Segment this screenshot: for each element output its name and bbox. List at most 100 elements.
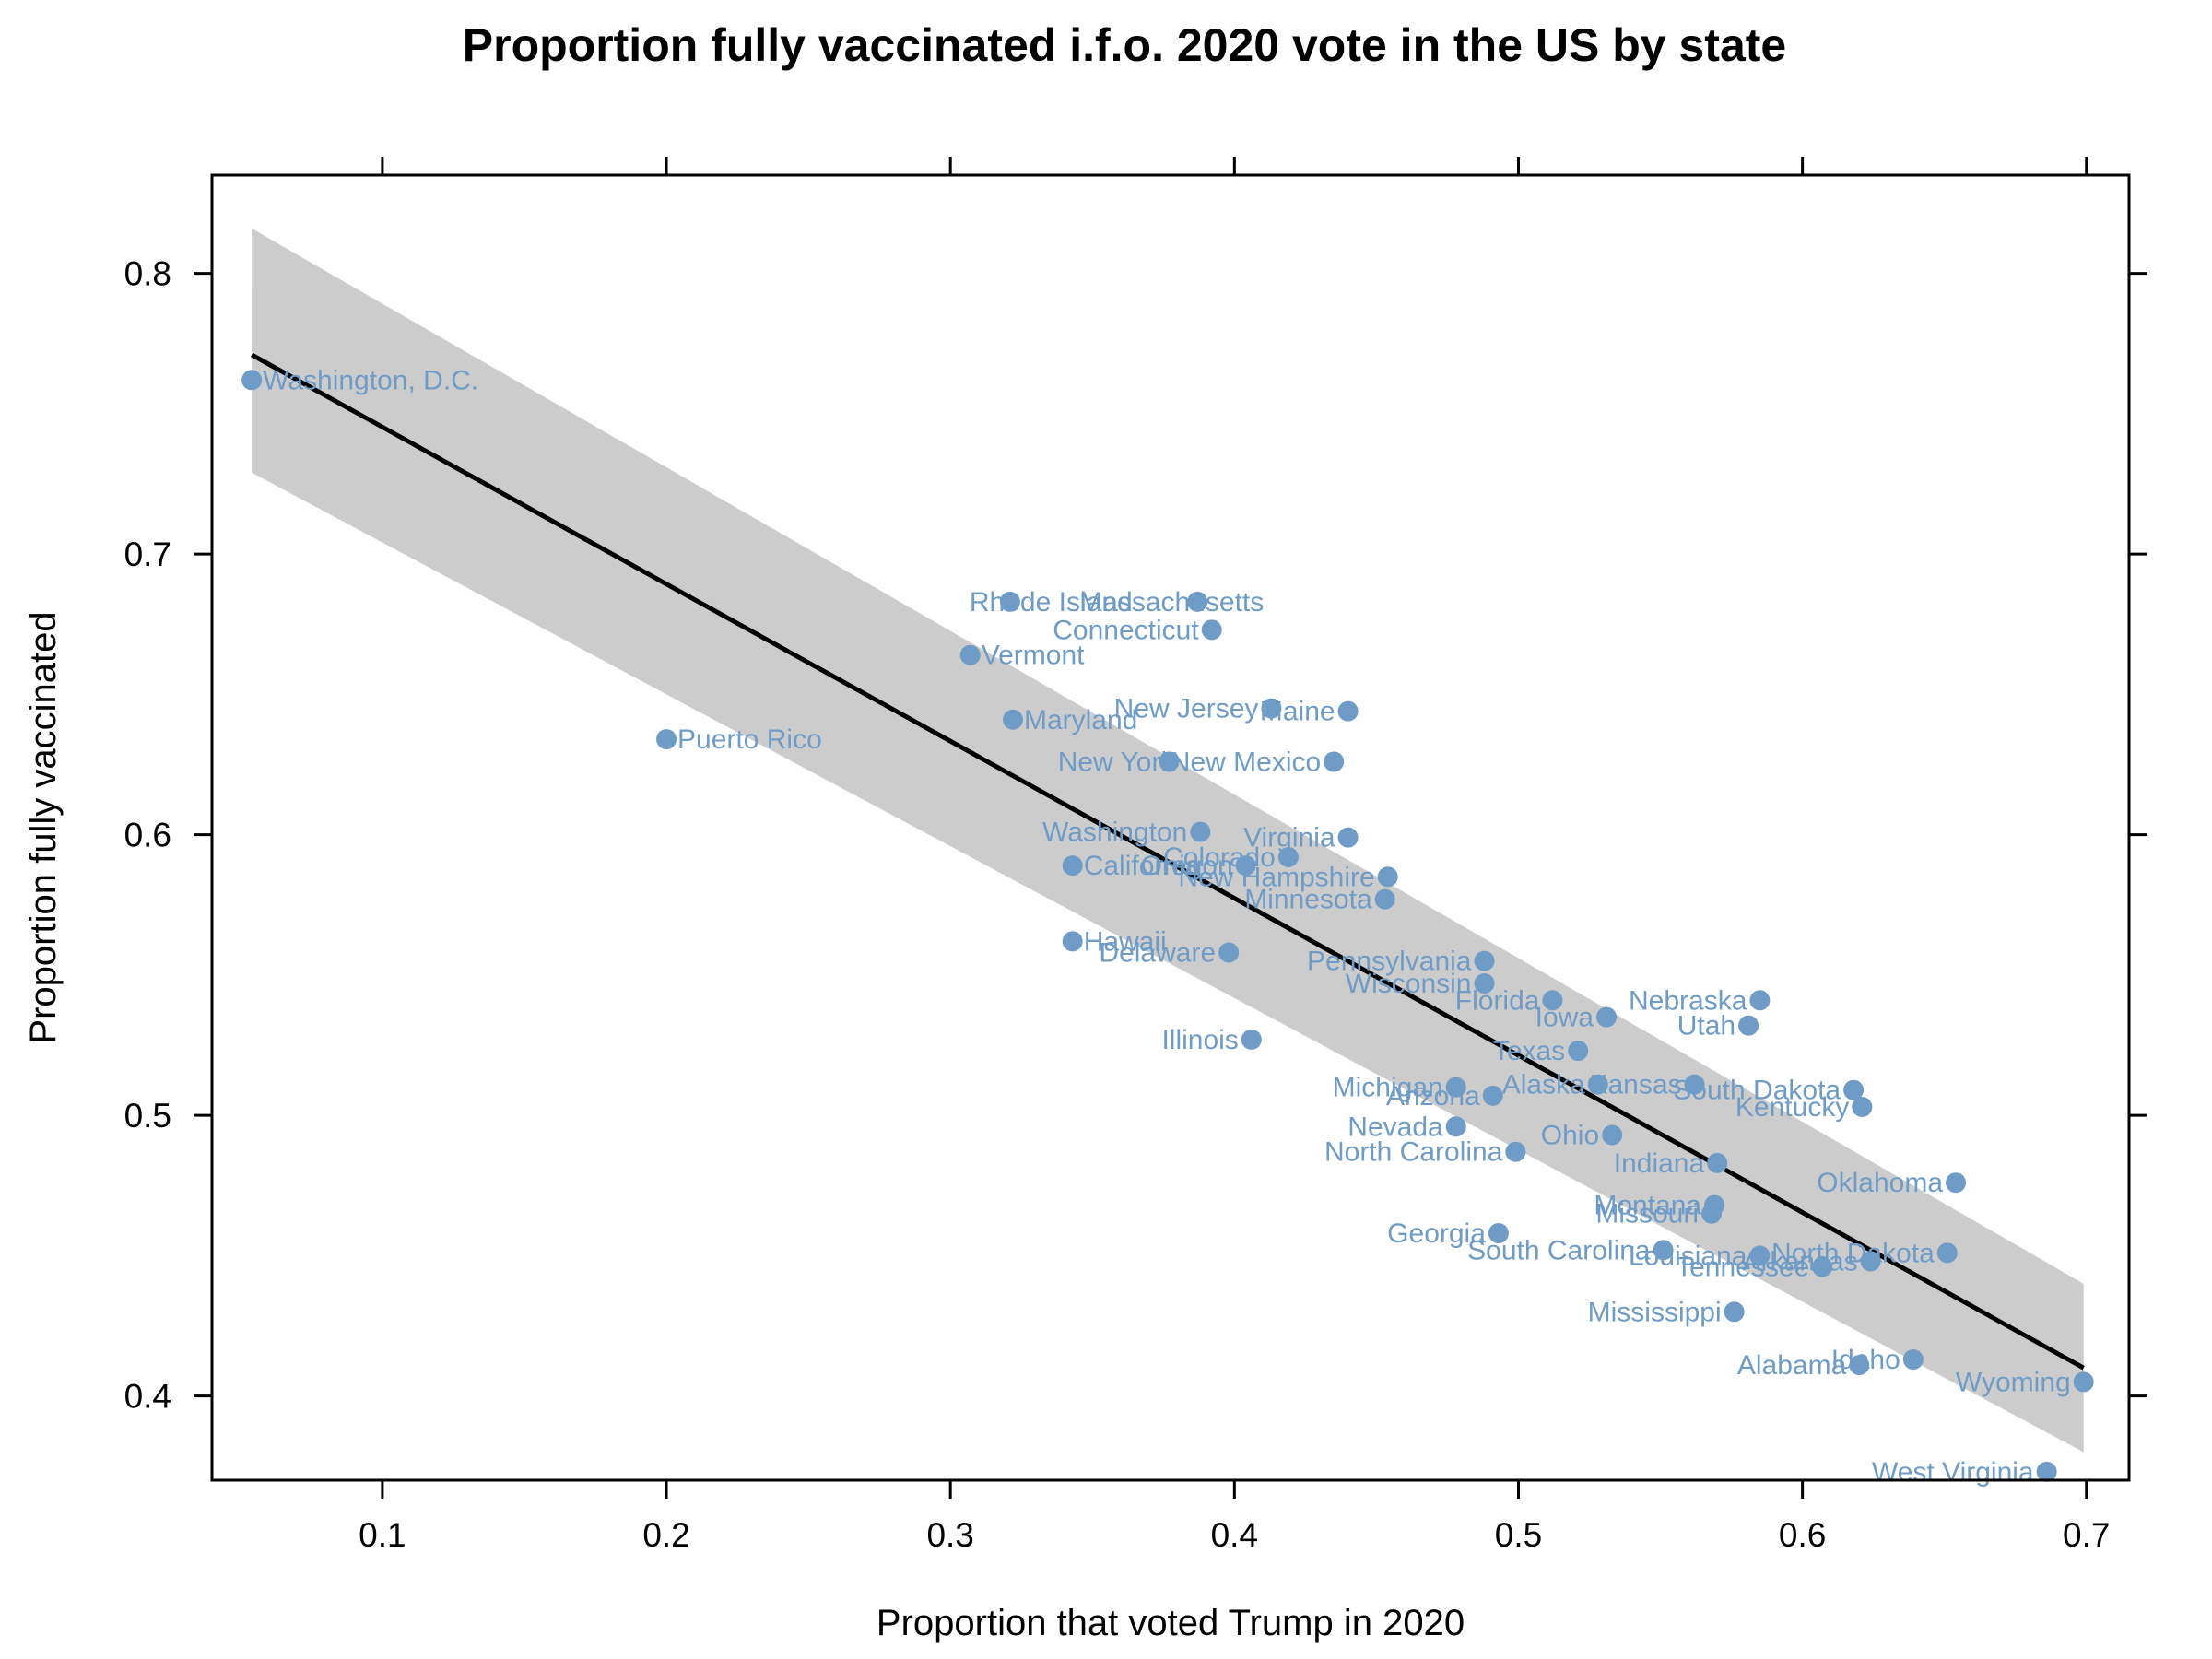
point-label: Iowa <box>1535 1003 1594 1033</box>
data-point <box>656 729 677 750</box>
data-point <box>1277 846 1299 867</box>
data-point <box>1738 1015 1759 1036</box>
data-point <box>1587 1074 1608 1095</box>
point-label: California <box>1084 851 1201 881</box>
point-label: Tennessee <box>1676 1253 1809 1283</box>
point-label: Louisiana <box>1629 1241 1747 1271</box>
data-points <box>241 370 2094 1482</box>
data-point <box>1187 591 1208 612</box>
data-point <box>1902 1349 1924 1371</box>
data-point <box>999 591 1020 612</box>
data-point <box>1377 866 1398 888</box>
data-point <box>1190 821 1211 842</box>
point-label: Arizona <box>1386 1081 1480 1112</box>
data-point <box>1324 751 1345 772</box>
data-point <box>1337 700 1359 722</box>
regression-line <box>250 352 2085 1371</box>
data-point <box>1849 1355 1870 1376</box>
point-label: New Mexico <box>1171 747 1321 777</box>
point-label: Massachusetts <box>1079 587 1264 618</box>
data-point <box>1445 1116 1466 1137</box>
data-point <box>1701 1203 1723 1224</box>
y-tick-label: 0.4 <box>124 1378 171 1416</box>
point-label: Alaska <box>1502 1070 1585 1100</box>
point-label: Oklahoma <box>1817 1168 1943 1198</box>
y-tick-label: 0.6 <box>124 817 171 854</box>
data-point <box>1445 1077 1466 1098</box>
point-label: Minnesota <box>1244 885 1372 915</box>
point-label: West Virginia <box>1872 1457 2034 1488</box>
confidence-band <box>252 228 2084 1453</box>
data-point <box>1860 1251 1881 1272</box>
data-point <box>2036 1461 2057 1482</box>
point-label: Vermont <box>982 641 1085 671</box>
data-point <box>1062 855 1083 877</box>
x-axis-label: Proportion that voted Trump in 2020 <box>877 1603 1465 1643</box>
chart-title: Proportion fully vaccinated i.f.o. 2020 … <box>463 19 1786 71</box>
data-point <box>1852 1096 1873 1117</box>
x-axis: 0.1 0.2 0.3 0.4 0.5 0.6 0.7 <box>359 157 2110 1554</box>
data-point <box>1241 1029 1262 1050</box>
plot-frame <box>210 173 2131 1482</box>
point-label: Missouri <box>1595 1199 1699 1230</box>
data-point <box>1653 1240 1674 1261</box>
data-point <box>1749 1245 1771 1266</box>
data-point <box>959 644 981 665</box>
point-label: Texas <box>1493 1036 1565 1066</box>
point-label: Delaware <box>1099 938 1216 969</box>
data-point <box>1482 1085 1503 1106</box>
data-point <box>1684 1074 1705 1095</box>
y-axis-label: Proportion fully vaccinated <box>23 611 64 1043</box>
x-tick-label: 0.6 <box>1779 1516 1826 1554</box>
y-tick-label: 0.8 <box>124 255 171 293</box>
x-tick-label: 0.5 <box>1495 1516 1542 1554</box>
point-label: New York <box>1058 747 1176 777</box>
x-tick-label: 0.7 <box>2063 1516 2110 1554</box>
point-label: Pennsylvania <box>1307 947 1472 977</box>
point-label: Connecticut <box>1053 615 1199 645</box>
point-label: Hawaii <box>1084 926 1167 957</box>
data-point <box>1946 1172 1967 1194</box>
data-point <box>1374 888 1395 910</box>
point-label: Michigan <box>1333 1073 1443 1103</box>
x-tick-label: 0.2 <box>642 1516 689 1554</box>
data-point <box>1707 1152 1728 1173</box>
point-label: Kentucky <box>1735 1092 1849 1123</box>
data-point <box>1488 1223 1509 1244</box>
point-label: Illinois <box>1161 1025 1238 1055</box>
point-label: Wyoming <box>1956 1367 2071 1397</box>
data-point <box>1474 950 1495 971</box>
point-label: Florida <box>1455 985 1540 1016</box>
data-point <box>1505 1141 1526 1162</box>
point-label: Utah <box>1677 1011 1735 1041</box>
point-label: Ohio <box>1541 1120 1599 1150</box>
data-point <box>1602 1124 1623 1146</box>
point-label: New Hampshire <box>1178 862 1374 892</box>
data-point <box>1062 931 1083 952</box>
point-label: New Jersey <box>1114 694 1259 724</box>
data-point <box>1337 827 1359 848</box>
data-point <box>1235 855 1256 877</box>
data-point <box>1812 1256 1833 1277</box>
y-axis: 0.4 0.5 0.6 0.7 0.8 <box>124 255 2147 1416</box>
point-label: Oregon <box>1141 851 1233 881</box>
data-point <box>1843 1079 1865 1100</box>
point-label: Rhode Island <box>970 587 1133 618</box>
data-point <box>1159 751 1180 772</box>
point-label: Georgia <box>1387 1218 1486 1249</box>
y-tick-label: 0.5 <box>124 1097 171 1135</box>
data-point <box>1261 698 1282 719</box>
point-label: Colorado <box>1163 842 1276 873</box>
data-point <box>1218 942 1240 963</box>
data-point <box>1474 973 1495 994</box>
point-label: Washington <box>1042 818 1187 848</box>
y-tick-label: 0.7 <box>124 535 171 573</box>
point-label: Maryland <box>1024 705 1137 735</box>
x-tick-label: 0.1 <box>359 1516 406 1554</box>
point-label: Wisconsin <box>1346 969 1472 999</box>
data-point <box>1724 1301 1745 1323</box>
point-label: Puerto Rico <box>677 724 822 755</box>
point-labels: Washington, D.C. Puerto Rico Vermont Rhode … <box>263 365 2071 1488</box>
point-label: Indiana <box>1614 1148 1705 1179</box>
